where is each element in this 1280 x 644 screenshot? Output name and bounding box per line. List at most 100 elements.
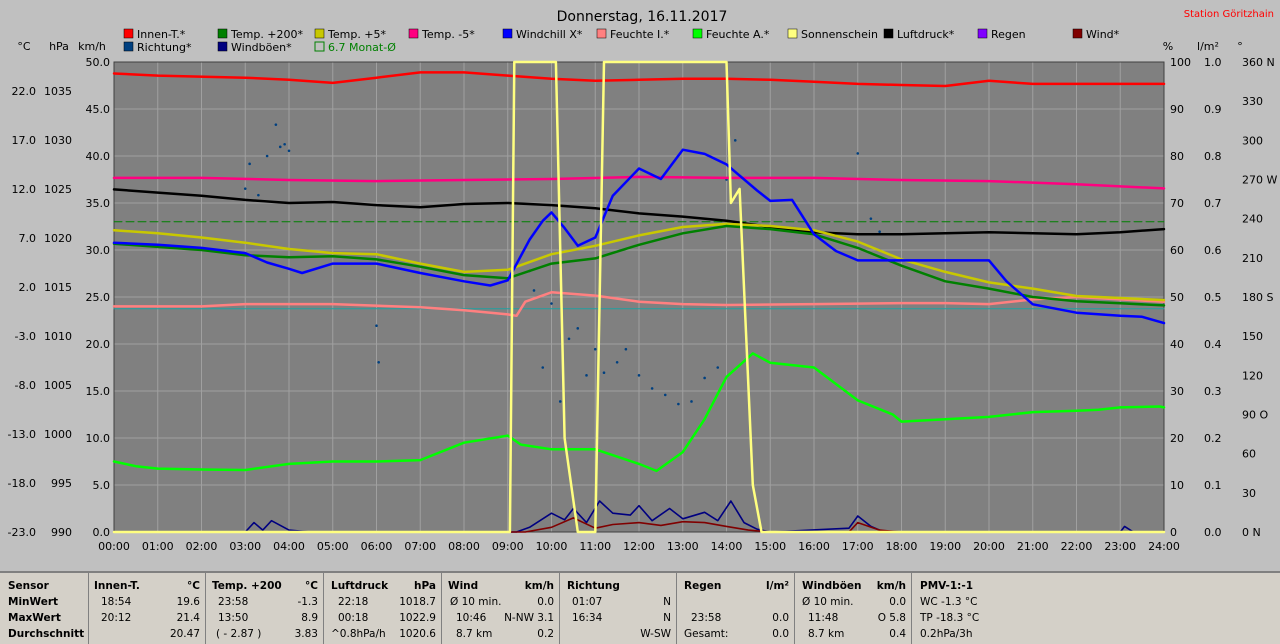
legend-item-windb-en: Windböen* xyxy=(217,41,292,54)
rain-axis-tick: 0.9 xyxy=(1204,103,1222,116)
stats-richtung-max-val: N xyxy=(663,612,671,624)
direction-point xyxy=(576,327,580,330)
time-axis-tick: 12:00 xyxy=(623,540,655,553)
direction-point xyxy=(869,217,873,220)
legend-label: Luftdruck* xyxy=(897,28,955,41)
legend-label: Innen-T.* xyxy=(137,28,186,41)
direction-point xyxy=(878,230,881,234)
legend-label: Richtung* xyxy=(137,41,192,54)
stats-boeen-min-time: Ø 10 min. xyxy=(802,596,854,608)
direction-axis-tick: 90 O xyxy=(1242,409,1268,422)
stats-innen-max-time: 20:12 xyxy=(101,612,132,624)
legend-item-6-7-monat: 6.7 Monat-Ø xyxy=(314,41,396,54)
legend: Innen-T.* Temp. +200* Temp. +5* Temp. -5* Wi… xyxy=(123,28,1120,54)
direction-point xyxy=(550,302,553,305)
temp-axis-tick: 12.0 xyxy=(12,183,37,196)
rain-axis-tick: 0.6 xyxy=(1204,244,1222,257)
legend-label: Regen xyxy=(991,28,1026,41)
series-feuchte-i xyxy=(112,291,1166,318)
time-axis-tick: 16:00 xyxy=(798,540,830,553)
legend-item-temp-200: Temp. +200* xyxy=(217,28,304,41)
series-windchill-x xyxy=(112,148,1166,325)
percent-axis-tick: 90 xyxy=(1170,103,1184,116)
stats-druck-avg-val: 1020.6 xyxy=(399,628,436,640)
wind-axis-tick: 45.0 xyxy=(86,103,111,116)
stats-max-label: MaxWert xyxy=(8,612,61,624)
legend-swatch xyxy=(692,28,703,39)
legend-label: Windböen* xyxy=(231,41,292,54)
rain-axis-tick: 1.0 xyxy=(1204,56,1222,69)
direction-point xyxy=(257,193,260,197)
wind-axis-tick: 15.0 xyxy=(86,385,111,398)
direction-point xyxy=(650,387,654,390)
stats-regen-avg-label: Gesamt: xyxy=(684,628,729,640)
series-temp-5 xyxy=(112,175,1166,190)
rain-axis-tick: 0.1 xyxy=(1204,479,1222,492)
time-axis-tick: 03:00 xyxy=(229,540,261,553)
stats-temp-unit: °C xyxy=(305,580,318,592)
stats-druck-avg-note: ^0.8hPa/h xyxy=(331,628,386,640)
time-axis-tick: 13:00 xyxy=(667,540,699,553)
stats-boeen-avg-val: 0.4 xyxy=(889,628,906,640)
time-axis-tick: 18:00 xyxy=(886,540,918,553)
legend-swatch xyxy=(883,28,894,39)
series-temp-200 xyxy=(112,224,1166,307)
pressure-axis-tick: 995 xyxy=(51,477,72,490)
legend-item-temp-5: Temp. -5* xyxy=(408,28,475,41)
rain-axis-tick: 0.2 xyxy=(1204,432,1222,445)
series-richtung xyxy=(243,123,881,406)
direction-point xyxy=(243,187,247,190)
stats-sensor-title: Sensor xyxy=(8,580,49,592)
stats-innen-unit: °C xyxy=(187,580,200,592)
stats-regen-unit: l/m² xyxy=(766,580,789,592)
series-line xyxy=(112,71,1166,88)
time-axis-tick: 22:00 xyxy=(1061,540,1093,553)
temp-axis-tick: -3.0 xyxy=(15,330,36,343)
legend-label: Temp. -5* xyxy=(421,28,475,41)
legend-swatch xyxy=(314,41,325,52)
wind-axis-tick: 40.0 xyxy=(86,150,111,163)
stats-col-pmv: PMV-1:-1 WC -1.3 °C TP -18.3 °C 0.2hPa/3… xyxy=(911,573,1280,644)
chart-title: Donnerstag, 16.11.2017 xyxy=(557,9,728,25)
stats-col-innen: Innen-T. °C 18:54 19.6 20:12 21.4 20.47 xyxy=(88,573,206,644)
pressure-axis-tick: 1015 xyxy=(44,281,72,294)
rain-axis-tick: 0.4 xyxy=(1204,338,1222,351)
legend-item-innen-t: Innen-T.* xyxy=(123,28,186,41)
temp-axis-tick: 17.0 xyxy=(12,134,37,147)
legend-label: Feuchte I.* xyxy=(610,28,670,41)
stats-innen-min-val: 19.6 xyxy=(176,596,200,608)
series-luftdruck xyxy=(112,188,1166,236)
pressure-axis-tick: 1020 xyxy=(44,232,72,245)
direction-point xyxy=(677,402,680,406)
legend-label: Feuchte A.* xyxy=(706,28,770,41)
series-line xyxy=(112,188,1166,236)
stats-boeen-unit: km/h xyxy=(876,580,906,592)
direction-point xyxy=(274,123,278,126)
stats-richtung-min-time: 01:07 xyxy=(572,596,603,608)
stats-richtung-min-val: N xyxy=(663,596,671,608)
percent-axis-tick: 10 xyxy=(1170,479,1184,492)
stats-temp-max-time: 13:50 xyxy=(218,612,249,624)
wind-axis-tick: 35.0 xyxy=(86,197,111,210)
stats-col-wind: Wind km/h Ø 10 min. 0.0 10:46 N-NW 3.1 8.7 … xyxy=(441,573,560,644)
left-axis-unit: km/h xyxy=(78,40,106,53)
time-axis-tick: 15:00 xyxy=(754,540,786,553)
temp-axis-tick: -13.0 xyxy=(8,428,36,441)
legend-swatch xyxy=(217,41,228,52)
series-line xyxy=(112,175,1166,190)
pressure-axis-tick: 1005 xyxy=(44,379,72,392)
stats-wind-min-val: 0.0 xyxy=(537,596,554,608)
stats-richtung-max-time: 16:34 xyxy=(572,612,603,624)
legend-item-richtung: Richtung* xyxy=(123,41,192,54)
time-axis-tick: 02:00 xyxy=(186,540,218,553)
wind-axis-tick: 30.0 xyxy=(86,244,111,257)
time-axis-tick: 08:00 xyxy=(448,540,480,553)
stats-druck-min-val: 1018.7 xyxy=(399,596,436,608)
time-axis-tick: 17:00 xyxy=(842,540,874,553)
temp-axis-tick: -8.0 xyxy=(15,379,36,392)
stats-temp-min-time: 23:58 xyxy=(218,596,249,608)
stats-richtung-avg-val: W-SW xyxy=(640,628,671,640)
stats-richtung-title: Richtung xyxy=(567,580,620,592)
statistics-panel: Sensor MinWert MaxWert Durchschnitt Inne… xyxy=(0,571,1280,644)
wind-axis-tick: 25.0 xyxy=(86,291,111,304)
